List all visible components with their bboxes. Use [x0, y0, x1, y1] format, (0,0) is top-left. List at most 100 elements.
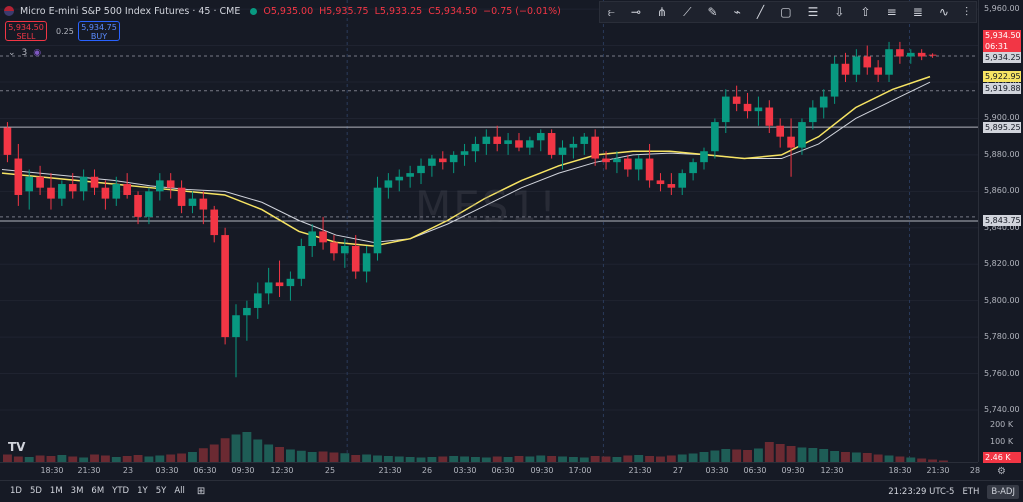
volume-bar	[144, 456, 154, 462]
range-ytd[interactable]: YTD	[112, 486, 130, 496]
rectangle-icon[interactable]: ▢	[780, 5, 792, 19]
candle-body	[667, 184, 676, 188]
candle-body	[885, 49, 893, 75]
volume-bar	[612, 457, 622, 462]
volume-bar	[231, 434, 241, 462]
candle-body	[830, 63, 839, 97]
range-5d[interactable]: 5D	[29, 486, 42, 496]
text-lines-icon[interactable]: ☰	[807, 5, 819, 19]
time-label: 09:30	[231, 466, 255, 475]
clock[interactable]: 21:23:29 UTC-5	[888, 486, 955, 497]
session-toggle[interactable]: ETH	[962, 486, 980, 497]
volume-bar	[873, 454, 883, 462]
goto-date-icon[interactable]: ⊞	[196, 485, 206, 497]
candle-body	[341, 246, 349, 254]
sell-button[interactable]: 5,934.50 SELL	[5, 21, 47, 41]
adjustment-toggle[interactable]: B-ADJ	[987, 484, 1019, 499]
range-3m[interactable]: 3M	[70, 486, 84, 496]
bottom-toolbar: 1D 5D 1M 3M 6M YTD 1Y 5Y All ⊞ 21:23:29 UTC-5 ET…	[0, 480, 1023, 501]
trend-line-icon[interactable]: ⟋	[683, 4, 692, 19]
time-axis[interactable]: 18:30 21:30 23 03:30 06:30 09:30 12:30 25 21:30 2…	[0, 462, 980, 477]
price-tick: 5,880.00	[984, 149, 1020, 159]
candle-body	[624, 158, 632, 170]
candle-body	[787, 136, 795, 148]
candle-body	[482, 136, 491, 144]
volume-bar	[851, 452, 861, 462]
range-6m[interactable]: 6M	[91, 486, 105, 496]
horizontal-line-icon[interactable]: ⊸	[630, 5, 641, 19]
tradingview-logo[interactable]: TV	[8, 440, 26, 454]
price-chart[interactable]	[0, 0, 978, 462]
price-tick: 5,900.00	[984, 113, 1020, 123]
pitchfork-icon[interactable]: ⋔	[656, 5, 668, 19]
candle-body	[438, 158, 447, 163]
candle-body	[47, 187, 55, 199]
price-tick: 5,740.00	[984, 405, 1020, 414]
candle-body	[678, 173, 687, 188]
volume-bar	[427, 457, 437, 462]
time-label: 21:30	[378, 466, 402, 475]
volume-bar	[383, 456, 393, 462]
candle-body	[819, 96, 828, 108]
brush-icon[interactable]: ⌁	[733, 5, 741, 19]
candle-body	[330, 242, 338, 254]
volume-bar	[666, 455, 676, 462]
volume-bar	[634, 455, 644, 462]
candle-body	[188, 198, 197, 206]
wave-icon[interactable]: ∿	[938, 5, 949, 19]
price-tag: 5,895.25	[983, 122, 1021, 133]
indicators-toggle[interactable]: ⌄ 3 ◉	[8, 48, 41, 58]
arrow-down-icon[interactable]: ⇩	[834, 5, 845, 19]
volume-bar	[460, 456, 469, 462]
market-open-icon	[250, 7, 258, 15]
candle-body	[558, 147, 567, 155]
time-label: 18:30	[888, 466, 912, 475]
candle-body	[232, 315, 240, 338]
candle-body	[275, 282, 284, 287]
symbol-watermark: MES1!	[415, 182, 558, 231]
candle-body	[395, 176, 404, 181]
lines-icon[interactable]: ≡	[886, 5, 897, 19]
time-label: 23	[122, 466, 134, 475]
volume-bar	[590, 456, 600, 462]
range-5y[interactable]: 5Y	[155, 486, 167, 496]
ohlc-change: −0.75 (−0.01%)	[483, 5, 561, 17]
volume-bar	[438, 456, 448, 462]
time-label: 25	[324, 466, 336, 475]
candle-body	[58, 184, 66, 199]
volume-bar	[57, 455, 67, 462]
candle-body	[362, 253, 371, 272]
vertical-line-icon[interactable]: ⫶	[964, 4, 968, 19]
us-flag-icon	[4, 6, 14, 16]
volume-bar	[242, 432, 252, 462]
path-icon[interactable]: ╱	[756, 5, 765, 19]
candle-body	[569, 143, 578, 148]
range-1d[interactable]: 1D	[10, 486, 22, 496]
candle-body	[917, 52, 926, 57]
volume-bar	[841, 452, 850, 462]
candle-body	[123, 184, 131, 195]
volume-bar	[373, 455, 382, 462]
price-scale[interactable]: 5,960.005,940.005,920.005,900.005,880.00…	[978, 0, 1023, 462]
price-tag: 5,934.50	[983, 30, 1021, 41]
time-label: 06:30	[193, 466, 217, 475]
time-label: 09:30	[781, 466, 805, 475]
range-1m[interactable]: 1M	[49, 486, 63, 496]
candle-body	[536, 133, 545, 141]
ohlc-high: H5,935.75	[319, 5, 369, 17]
range-all[interactable]: All	[174, 486, 185, 496]
ray-icon[interactable]: ⥼	[608, 4, 615, 19]
time-label: 09:30	[530, 466, 554, 475]
candle-body	[428, 158, 436, 166]
settings-gear-icon[interactable]: ⚙	[997, 466, 1006, 477]
candle-body	[809, 107, 817, 123]
candle-body	[145, 191, 153, 217]
arrow-up-icon[interactable]: ⇧	[860, 5, 871, 19]
buy-button[interactable]: 5,934.75 BUY	[78, 21, 120, 41]
candle-body	[449, 154, 458, 163]
collapse-chevron-icon[interactable]: ⌄	[8, 48, 16, 58]
symbol-title[interactable]: Micro E-mini S&P 500 Index Futures · 45 …	[20, 5, 241, 17]
text-icon[interactable]: ≣	[912, 5, 923, 19]
range-1y[interactable]: 1Y	[137, 486, 148, 496]
pencil-icon[interactable]: ✎	[707, 5, 718, 19]
